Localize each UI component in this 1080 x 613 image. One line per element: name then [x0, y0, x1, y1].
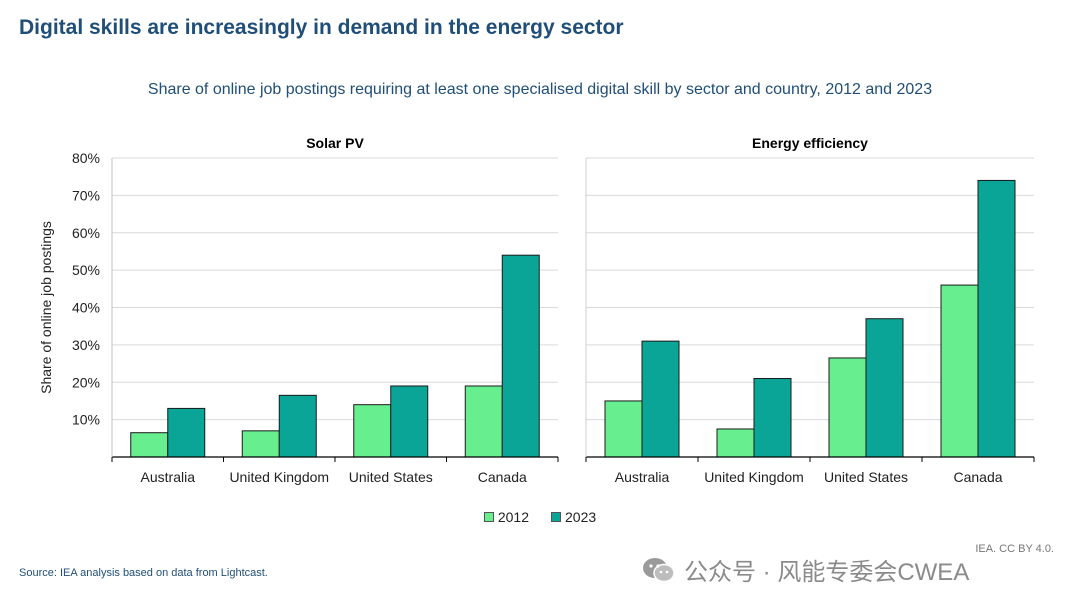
- y-tick-label: 10%: [72, 412, 100, 428]
- bar-2023-canada: [501, 254, 540, 458]
- x-tick-label: United Kingdom: [229, 469, 329, 485]
- legend: 2012 2023: [0, 509, 1080, 525]
- bar-2023-united-states: [865, 318, 904, 458]
- x-tick-label: Australia: [141, 469, 196, 485]
- legend-item-2012: 2012: [483, 509, 529, 525]
- legend-label-2023: 2023: [565, 509, 597, 525]
- watermark: 公众号 · 风能专委会CWEA: [642, 552, 969, 587]
- x-tick-label: Canada: [953, 469, 1002, 485]
- bar-2023-canada: [977, 179, 1016, 458]
- legend-item-2023: 2023: [551, 509, 596, 525]
- y-tick-label: 70%: [72, 187, 100, 203]
- bar-2023-australia: [641, 340, 680, 458]
- bar-2012-australia: [130, 432, 169, 458]
- license-note: IEA. CC BY 4.0.: [975, 543, 1054, 555]
- bar-2012-united-kingdom: [716, 428, 755, 458]
- legend-swatch-2012: [483, 512, 494, 522]
- source-note: Source: IEA analysis based on data from …: [19, 567, 268, 579]
- legend-swatch-2023: [551, 512, 561, 522]
- y-tick-label: 60%: [72, 225, 100, 241]
- legend-label-2012: 2012: [497, 509, 529, 525]
- y-tick-label: 40%: [72, 300, 100, 316]
- y-axis-label: Share of online job postings: [38, 221, 54, 394]
- y-tick-label: 30%: [72, 337, 100, 353]
- bar-2012-canada: [464, 385, 503, 458]
- bar-2012-united-kingdom: [241, 430, 280, 458]
- bar-2012-canada: [940, 284, 979, 458]
- bar-2023-united-kingdom: [753, 378, 792, 458]
- bar-chart-figure: Solar PV 10% 20% 30% 40% 50% 60% 70% 80% Share of…: [38, 135, 1035, 485]
- x-tick-label: Australia: [615, 469, 670, 485]
- y-tick-label: 80%: [72, 150, 100, 166]
- bar-2023-united-states: [390, 385, 429, 458]
- chart-subtitle: Share of online job postings requiring a…: [147, 81, 933, 98]
- x-tick-label: United Kingdom: [704, 469, 804, 485]
- y-tick-label: 50%: [72, 262, 100, 278]
- x-tick-label: United States: [349, 469, 433, 485]
- panel-title: Solar PV: [306, 135, 364, 151]
- wechat-icon: [643, 557, 675, 582]
- x-tick-label: United States: [824, 469, 908, 485]
- y-tick-label: 20%: [72, 374, 100, 390]
- watermark-text: 公众号 · 风能专委会CWEA: [684, 559, 970, 586]
- bar-2012-united-states: [353, 404, 392, 458]
- x-tick-label: Canada: [478, 469, 527, 485]
- bar-2023-australia: [167, 407, 206, 458]
- bar-2012-australia: [604, 400, 643, 458]
- bar-2012-united-states: [828, 357, 867, 458]
- headline: Digital skills are increasingly in deman…: [19, 16, 624, 39]
- panel-title: Energy efficiency: [752, 135, 868, 151]
- bar-2023-united-kingdom: [278, 394, 317, 458]
